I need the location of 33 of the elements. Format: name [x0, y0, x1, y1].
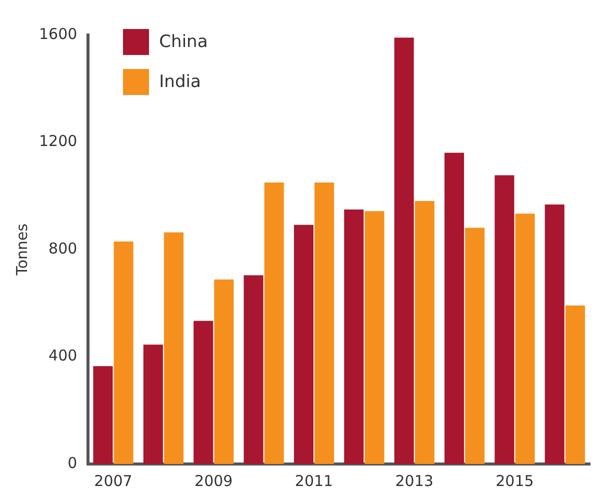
legend-label: China [159, 32, 208, 52]
bar [114, 241, 134, 464]
x-tick-label: 2009 [194, 472, 233, 490]
bar [515, 214, 535, 464]
bar [364, 211, 384, 464]
bar [264, 182, 284, 464]
bar [244, 275, 264, 464]
bar [565, 306, 585, 464]
y-tick-label: 1600 [38, 24, 78, 43]
x-tick-label: 2007 [94, 472, 132, 490]
bar [414, 200, 434, 464]
y-tick-label: 1200 [38, 132, 78, 150]
legend-label: India [159, 72, 201, 92]
y-axis-title: Tonnes [12, 223, 31, 276]
bar [93, 366, 113, 464]
bar [465, 228, 485, 464]
y-tick-label: 0 [68, 454, 78, 472]
bar [164, 232, 184, 464]
bar [344, 210, 364, 464]
x-tick-label: 2015 [496, 472, 534, 490]
bar [194, 320, 214, 464]
x-tick-label: 2011 [294, 472, 334, 490]
bar [214, 280, 234, 464]
bar [494, 175, 514, 464]
bar [394, 38, 414, 464]
bar [143, 344, 163, 464]
bar [294, 224, 314, 464]
bar [444, 152, 464, 464]
bar [544, 204, 564, 464]
y-tick-label: 800 [48, 239, 78, 258]
x-tick-label: 2013 [395, 472, 434, 490]
bar [314, 182, 334, 464]
y-tick-label: 400 [48, 346, 78, 365]
